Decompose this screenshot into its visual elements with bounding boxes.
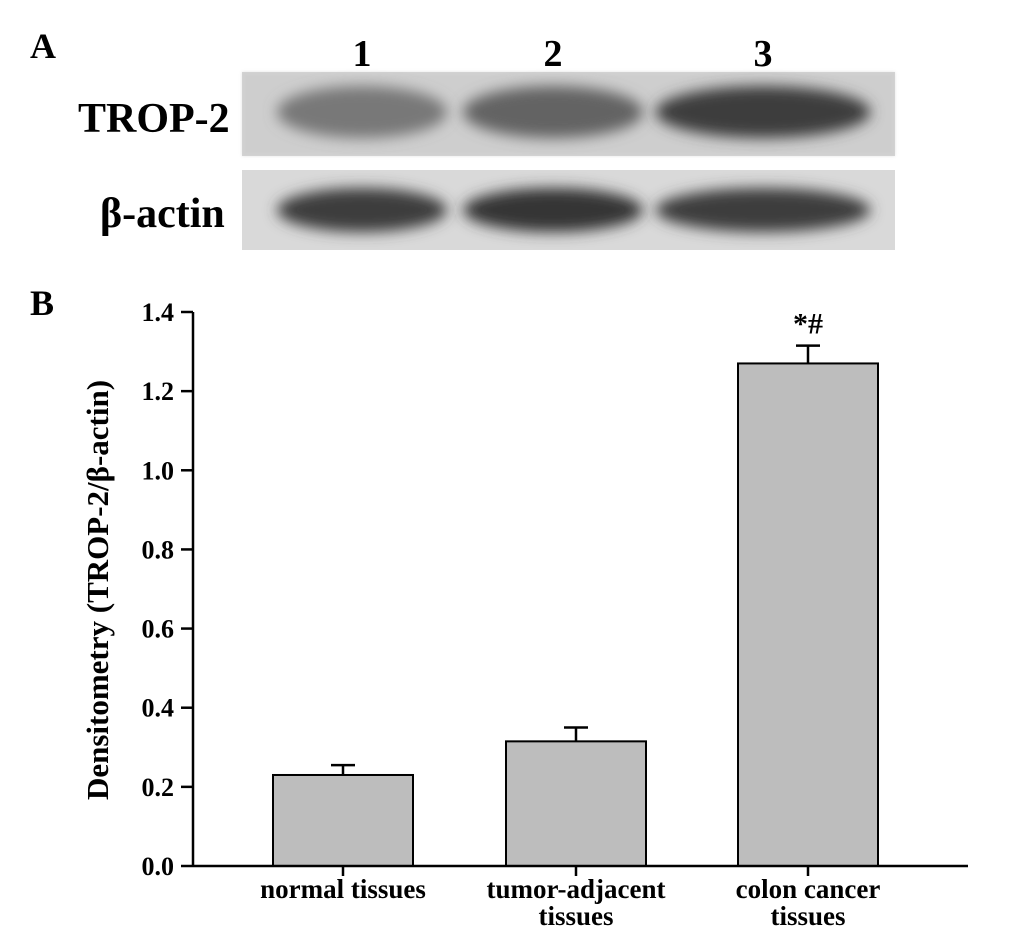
western-blot-panel: A 1 2 3 TROP-2 β-actin <box>30 26 895 250</box>
y-axis-ticks: 0.0 0.2 0.4 0.6 0.8 1.0 1.2 1.4 <box>142 298 193 881</box>
x-category-label: normal tissues <box>260 874 426 904</box>
y-tick-label: 0.6 <box>142 615 175 644</box>
y-tick-label: 0.2 <box>142 773 175 802</box>
y-tick-label: 1.2 <box>142 377 175 406</box>
y-tick-label: 0.0 <box>142 852 175 881</box>
panel-b-letter: B <box>30 283 54 323</box>
y-tick-label: 1.0 <box>142 456 175 485</box>
panel-a-letter: A <box>30 26 56 66</box>
blot-band <box>463 188 643 232</box>
y-axis-label: Densitometry (TROP-2/β-actin) <box>80 380 115 800</box>
blot-band <box>655 86 871 138</box>
blot-row-label-beta-actin: β-actin <box>100 191 225 237</box>
y-tick-label: 0.8 <box>142 535 175 564</box>
bar <box>272 773 414 867</box>
bar-chart-panel: B Densitometry (TROP-2/β-actin) 0.00.20.… <box>30 283 968 931</box>
blot-band <box>463 86 643 138</box>
lane-label-2: 2 <box>544 33 563 75</box>
significance-annotation: *# <box>793 308 823 341</box>
x-category-label: tissues <box>770 901 845 931</box>
blot-band <box>277 188 447 232</box>
blot-band <box>655 188 871 232</box>
y-tick-label: 1.4 <box>142 298 175 327</box>
bars: *# <box>272 308 879 876</box>
lane-label-1: 1 <box>353 33 372 75</box>
x-category-label: tumor-adjacent <box>487 874 666 904</box>
bar <box>505 740 647 867</box>
lane-label-3: 3 <box>754 33 773 75</box>
blot-row-label-trop2: TROP-2 <box>78 96 230 142</box>
x-category-label: tissues <box>538 901 613 931</box>
blot-strip-trop2 <box>242 72 895 156</box>
bar <box>737 362 879 867</box>
category-labels: normal tissues tumor-adjacenttissuescolon… <box>260 874 880 931</box>
blot-strip-beta-actin <box>242 170 895 250</box>
x-category-label: colon cancer <box>736 874 881 904</box>
blot-band <box>277 86 447 138</box>
y-tick-label: 0.4 <box>142 694 175 723</box>
